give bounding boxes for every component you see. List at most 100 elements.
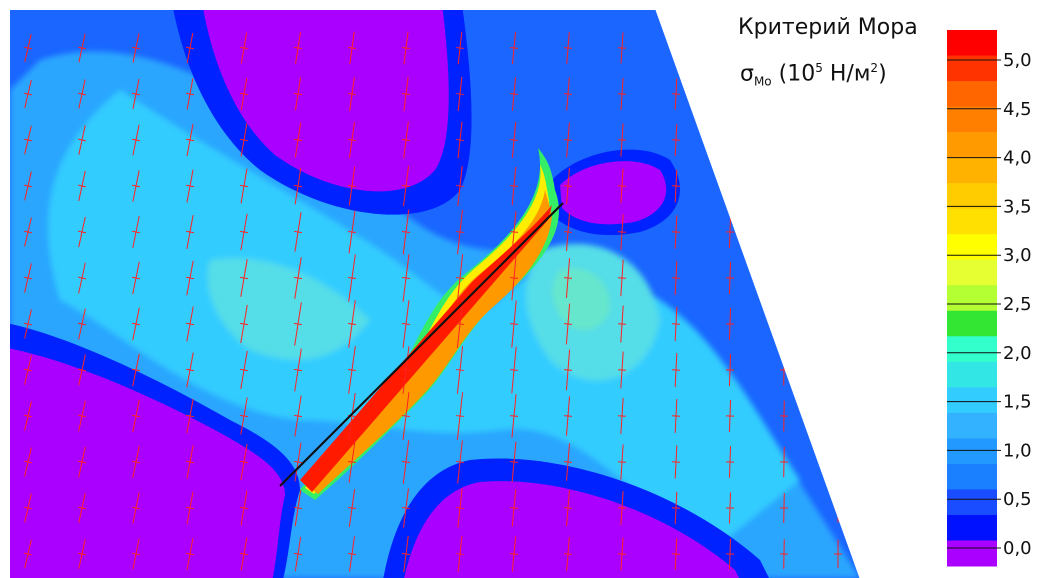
stress-tick-minor	[455, 139, 465, 141]
stress-tick-minor	[239, 322, 249, 326]
stress-tick-minor	[77, 276, 87, 280]
violet-lobe-bottom	[400, 481, 750, 578]
stress-tick-minor	[617, 461, 627, 463]
stress-tick-minor	[563, 231, 573, 233]
stress-tick-minor	[347, 46, 357, 50]
colorbar-tick-label: 0,0	[1003, 538, 1032, 559]
stress-tick-major	[783, 125, 785, 155]
stress-tick-minor	[563, 323, 573, 325]
stress-tick-major	[946, 402, 947, 430]
stress-tick-minor	[23, 368, 33, 372]
stress-tick-minor	[563, 185, 573, 187]
stress-tick-minor	[347, 92, 357, 96]
stress-tick-minor	[185, 230, 195, 234]
stress-tick-minor	[401, 553, 411, 555]
stress-tick-minor	[131, 46, 141, 50]
colorbar-swatch	[947, 30, 997, 57]
colorbar: 5,0 4,5 4,0 3,5 3,0 2,5 2,0 1,5 1,0 0,5 0,0	[947, 30, 1032, 567]
stress-tick-minor	[401, 277, 411, 279]
colorbar-swatch	[947, 81, 997, 108]
stress-tick-minor	[509, 93, 519, 95]
stress-tick-minor	[23, 46, 33, 50]
stress-tick-minor	[563, 47, 573, 49]
stress-tick-minor	[293, 414, 303, 418]
stress-tick-minor	[239, 230, 249, 234]
stress-tick-major	[946, 172, 947, 200]
stress-tick-major	[728, 124, 732, 156]
stress-tick-minor	[185, 414, 195, 418]
stress-tick-minor	[23, 276, 33, 280]
colorbar-tick-label: 3,5	[1003, 196, 1032, 217]
stress-tick-minor	[293, 552, 303, 556]
colorbar-swatch	[947, 514, 997, 541]
stress-tick-minor	[77, 230, 87, 234]
stress-tick-minor	[77, 506, 87, 510]
stress-tick-minor	[617, 369, 627, 371]
stress-tick-minor	[293, 138, 303, 142]
violet-lobe-top	[200, 10, 449, 192]
stress-tick-minor	[401, 323, 411, 325]
stress-tick-minor	[293, 506, 303, 510]
stress-tick-minor	[77, 46, 87, 50]
stress-tick-minor	[617, 93, 627, 95]
stress-tick-minor	[23, 184, 33, 188]
stress-tick-minor	[131, 414, 141, 418]
stress-tick-minor	[131, 276, 141, 280]
colorbar-tick-label: 4,0	[1003, 148, 1032, 169]
colorbar-swatch	[947, 463, 997, 490]
stress-tick-minor	[131, 138, 141, 142]
colorbar-swatch	[947, 106, 997, 133]
stress-tick-major	[783, 170, 785, 202]
stress-tick-minor	[239, 276, 249, 280]
stress-tick-minor	[509, 507, 519, 509]
stress-tick-minor	[455, 185, 465, 187]
stress-tick-minor	[23, 322, 33, 326]
stress-tick-minor	[455, 323, 465, 325]
stress-tick-minor	[401, 415, 411, 417]
domain-edge	[655, 9, 861, 578]
stress-tick-minor	[185, 276, 195, 280]
stress-tick-major	[729, 33, 731, 63]
stress-tick-minor	[185, 92, 195, 96]
stress-tick-minor	[455, 507, 465, 509]
colorbar-swatch	[947, 387, 997, 414]
colorbar-swatch	[947, 489, 997, 516]
crack-line	[279, 202, 564, 487]
colorbar-tick-label: 3,0	[1003, 245, 1032, 266]
stress-tick-minor	[23, 552, 33, 556]
stress-tick-minor	[131, 552, 141, 556]
stress-tick-minor	[617, 47, 627, 49]
stress-tick-minor	[509, 369, 519, 371]
stress-tick-minor	[617, 553, 627, 555]
stress-tick-minor	[563, 93, 573, 95]
stress-tick-minor	[239, 506, 249, 510]
stress-tick-minor	[455, 47, 465, 49]
colorbar-tick-label: 1,5	[1003, 392, 1032, 413]
stress-tick-minor	[239, 368, 249, 372]
colorbar-tick-label: 0,5	[1003, 489, 1032, 510]
stress-tick-minor	[23, 414, 33, 418]
stress-tick-minor	[509, 553, 519, 555]
stress-tick-minor	[509, 323, 519, 325]
stress-tick-minor	[563, 369, 573, 371]
stress-tick-minor	[563, 461, 573, 463]
stress-tick-major	[946, 310, 947, 338]
stress-tick-minor	[239, 92, 249, 96]
stress-tick-minor	[347, 460, 357, 464]
stress-tick-minor	[239, 184, 249, 188]
stress-tick-major	[728, 78, 732, 110]
stress-tick-minor	[77, 184, 87, 188]
colorbar-swatch	[947, 336, 997, 363]
stress-tick-minor	[455, 231, 465, 233]
stress-tick-minor	[401, 93, 411, 95]
stress-tick-major	[946, 494, 947, 522]
stress-tick-minor	[131, 184, 141, 188]
stress-tick-minor	[347, 322, 357, 326]
stress-tick-minor	[347, 368, 357, 372]
legend-title: Критерий Мора	[738, 15, 918, 40]
stress-tick-minor	[455, 461, 465, 463]
colorbar-tick-label: 2,0	[1003, 343, 1032, 364]
colorbar-tick-label: 5,0	[1003, 50, 1032, 71]
stress-tick-minor	[509, 47, 519, 49]
